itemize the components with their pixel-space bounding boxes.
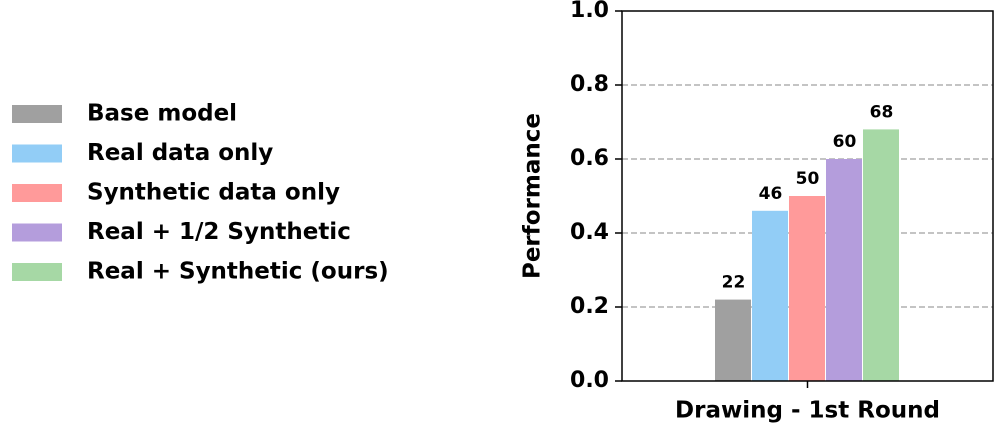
legend-swatch bbox=[12, 105, 62, 123]
legend-swatch bbox=[12, 184, 62, 202]
y-tick-label: 0.2 bbox=[570, 294, 609, 319]
y-tick-label: 0.0 bbox=[570, 368, 609, 393]
y-tick-label: 1.0 bbox=[570, 0, 609, 23]
value-label: 68 bbox=[870, 102, 894, 122]
y-tick-label: 0.8 bbox=[570, 72, 609, 97]
value-label: 50 bbox=[796, 169, 820, 189]
legend-label: Real data only bbox=[87, 140, 273, 166]
legend-swatch bbox=[12, 223, 62, 242]
legend-label: Real + 1/2 Synthetic bbox=[87, 219, 351, 245]
bar bbox=[863, 129, 899, 381]
y-axis-label: Performance bbox=[520, 113, 546, 279]
legend-label: Synthetic data only bbox=[87, 180, 340, 206]
legend-swatch bbox=[12, 144, 62, 163]
value-label: 22 bbox=[722, 273, 746, 293]
y-tick-label: 0.4 bbox=[570, 220, 609, 245]
value-label: 46 bbox=[759, 184, 783, 204]
bar bbox=[752, 210, 788, 381]
bar bbox=[826, 159, 862, 381]
legend-label: Base model bbox=[87, 101, 237, 127]
plot-frame bbox=[621, 10, 994, 382]
legend-swatch bbox=[12, 263, 62, 281]
bar bbox=[789, 196, 825, 381]
legend-label: Real + Synthetic (ours) bbox=[87, 259, 389, 285]
bar bbox=[715, 299, 751, 381]
x-tick-label: Drawing - 1st Round bbox=[675, 398, 940, 424]
y-tick-label: 0.6 bbox=[570, 146, 609, 171]
value-label: 60 bbox=[833, 132, 857, 152]
